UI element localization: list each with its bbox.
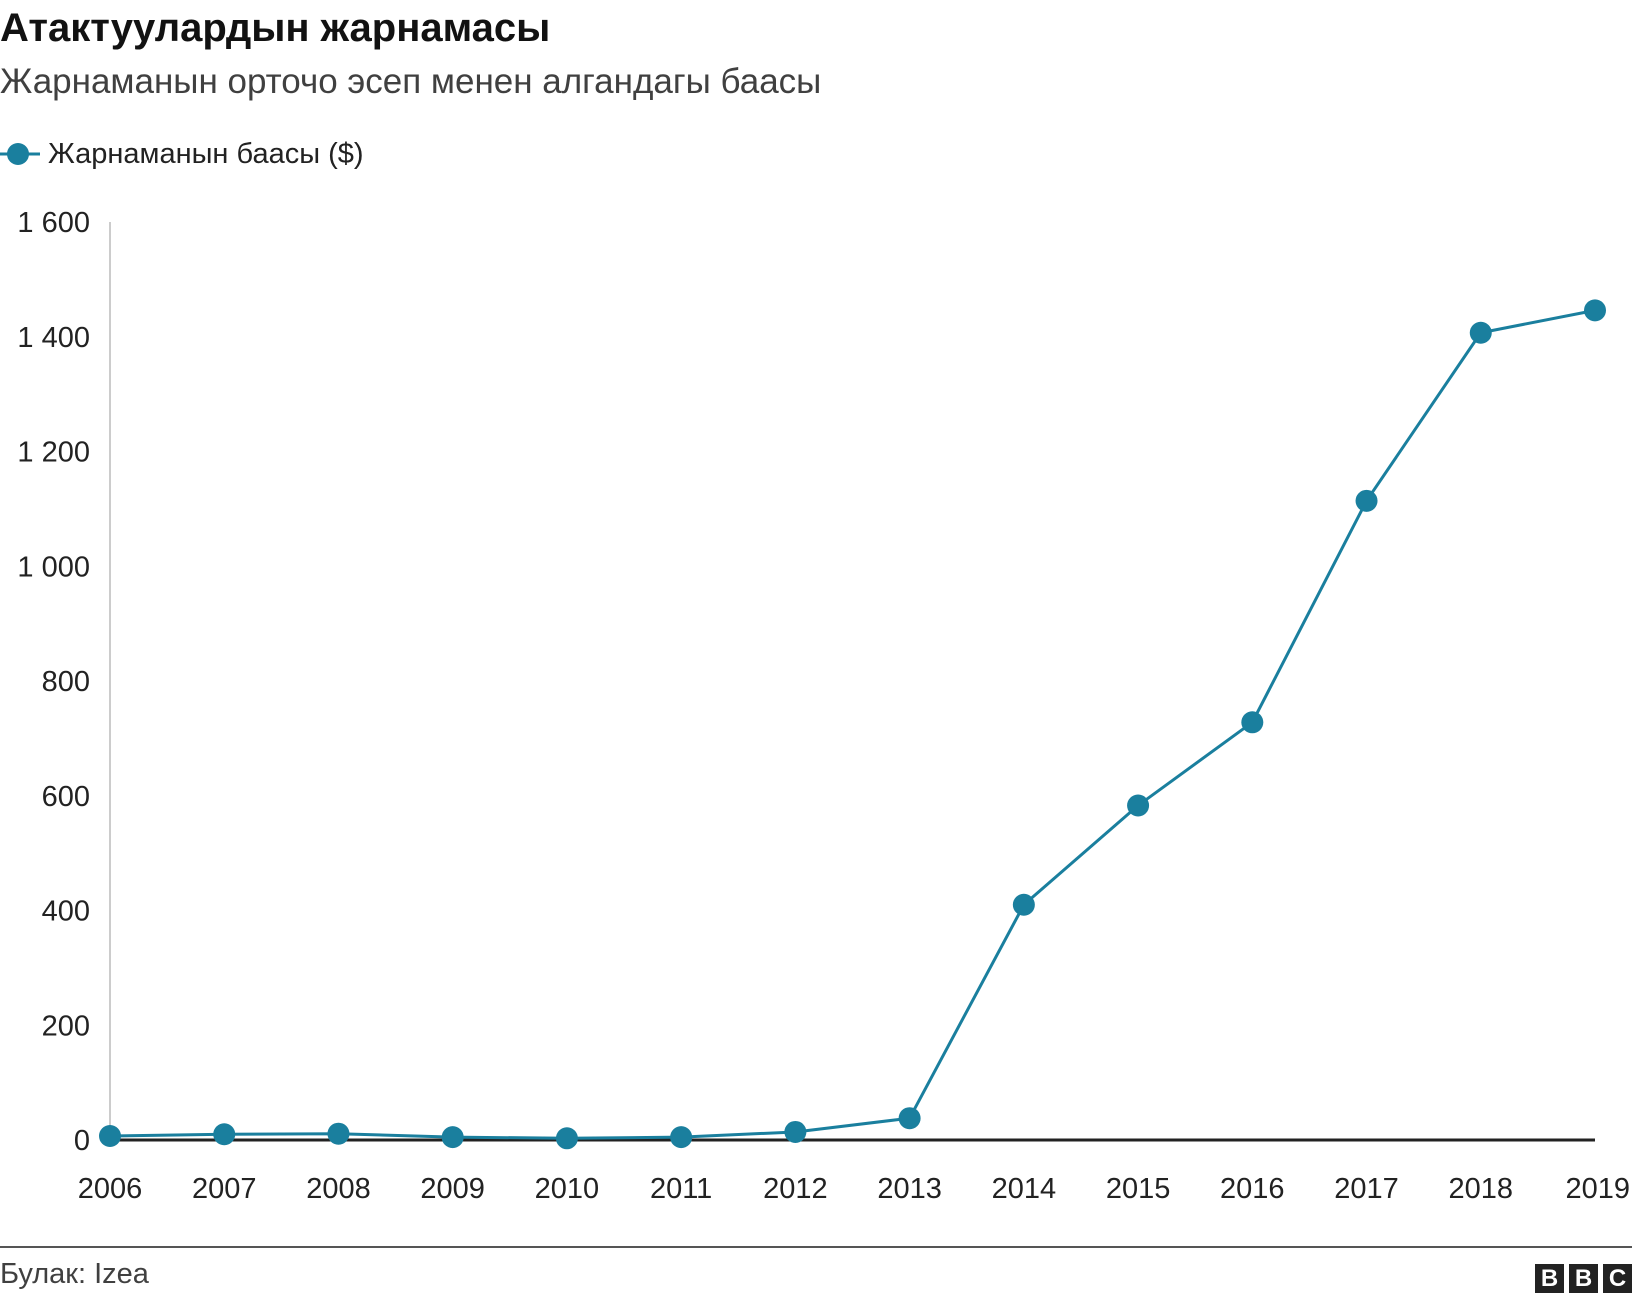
- series-group: [99, 299, 1606, 1150]
- data-point: [555, 1127, 578, 1150]
- y-tick-label: 1 400: [17, 322, 90, 354]
- footer-divider: [0, 1246, 1632, 1248]
- x-tick-label: 2008: [306, 1173, 371, 1205]
- y-tick-label: 1 600: [17, 207, 90, 239]
- x-tick-label: 2018: [1449, 1173, 1514, 1205]
- x-tick-label: 2017: [1334, 1173, 1399, 1205]
- chart-subtitle: Жарнаманын орточо эсеп менен алгандагы б…: [0, 62, 822, 101]
- data-point: [670, 1126, 693, 1149]
- x-tick-label: 2015: [1106, 1173, 1171, 1205]
- legend: Жарнаманын баасы ($): [0, 134, 364, 174]
- y-tick-label: 0: [74, 1125, 90, 1157]
- series-line: [109, 308, 1596, 1140]
- x-tick-label: 2014: [992, 1173, 1057, 1205]
- data-point: [213, 1123, 236, 1146]
- data-point: [1127, 794, 1150, 817]
- data-point: [441, 1126, 464, 1149]
- chart-title: Атактуулардын жарнамасы: [0, 6, 551, 50]
- y-tick-label: 1 000: [17, 551, 90, 583]
- legend-marker-icon: [0, 143, 40, 165]
- data-point: [784, 1120, 807, 1143]
- x-tick-label: 2016: [1220, 1173, 1285, 1205]
- y-tick-label: 800: [42, 666, 90, 698]
- data-point: [898, 1107, 921, 1130]
- logo-letter: C: [1603, 1264, 1632, 1293]
- x-tick-label: 2011: [650, 1173, 712, 1205]
- data-point: [327, 1122, 350, 1145]
- x-tick-label: 2013: [877, 1173, 942, 1205]
- y-tick-label: 1 200: [17, 437, 90, 469]
- y-tick-label: 600: [42, 781, 90, 813]
- logo-letter: B: [1569, 1264, 1598, 1293]
- data-point: [1469, 321, 1492, 344]
- legend-label: Жарнаманын баасы ($): [48, 137, 364, 170]
- data-point: [1241, 711, 1264, 734]
- y-tick-label: 200: [42, 1010, 90, 1042]
- x-tick-label: 2009: [420, 1173, 485, 1205]
- y-axis: 0 200 400 600 800 1 000 1 200 1 400 1 600: [17, 207, 111, 1157]
- x-tick-label: 2007: [192, 1173, 257, 1205]
- y-tick-label: 400: [42, 896, 90, 928]
- x-tick-label: 2006: [78, 1173, 143, 1205]
- logo-letter: B: [1535, 1264, 1564, 1293]
- data-point: [1355, 489, 1378, 512]
- x-tick-label: 2010: [535, 1173, 600, 1205]
- data-point: [1584, 299, 1606, 322]
- bbc-logo: B B C: [1535, 1264, 1632, 1293]
- x-tick-label: 2019: [1565, 1173, 1630, 1205]
- data-point: [99, 1124, 121, 1147]
- x-tick-label: 2012: [763, 1173, 828, 1205]
- data-point: [1012, 893, 1035, 916]
- x-axis: 2006 2007 2008 2009 2010 2011 2012 2013 2014 2015…: [78, 1138, 1630, 1205]
- source-note: Булак: Izea: [0, 1258, 149, 1290]
